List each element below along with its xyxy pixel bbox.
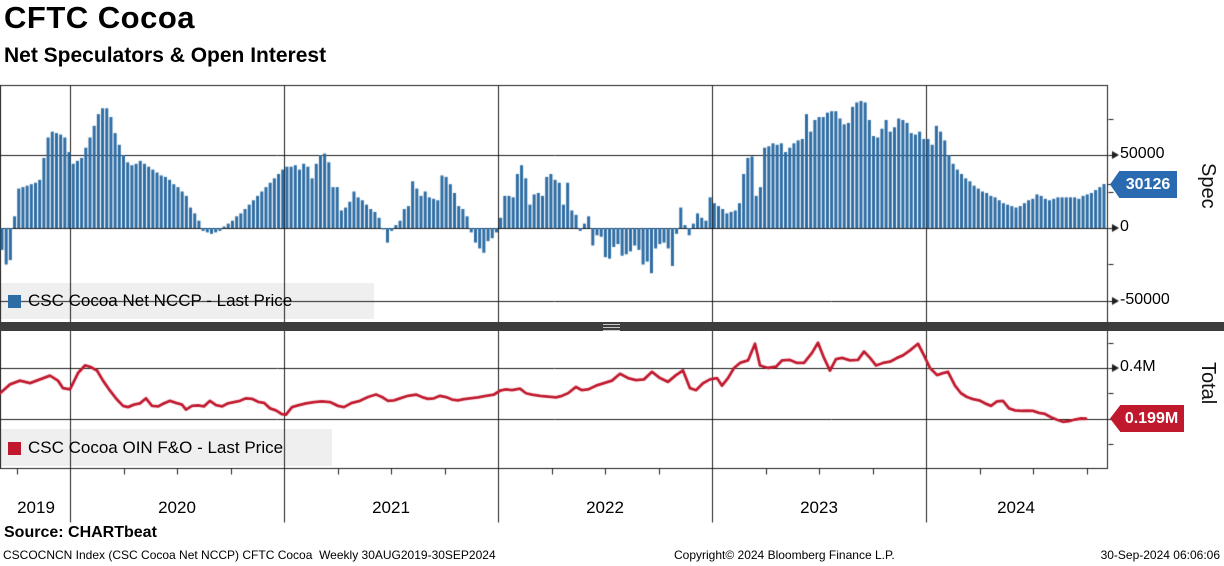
splitter-grip-icon[interactable]: [603, 324, 620, 331]
year-label-2021: 2021: [372, 498, 410, 517]
total-last-price-tag: 0.199M: [1110, 405, 1184, 432]
year-label-2019: 2019: [17, 498, 55, 517]
spec-last-price-tag: 30126: [1110, 171, 1177, 198]
year-label-2020: 2020: [158, 498, 196, 517]
year-label-2023: 2023: [800, 498, 838, 517]
legend-oin-fo[interactable]: CSC Cocoa OIN F&O - Last Price: [8, 438, 283, 458]
legend-net-nccp[interactable]: CSC Cocoa Net NCCP - Last Price: [8, 291, 292, 311]
footer-copyright: Copyright© 2024 Bloomberg Finance L.P.: [674, 548, 895, 562]
spec-axis-tick-50000: 50000: [1120, 145, 1165, 162]
spec-axis-tick-0: 0: [1120, 218, 1129, 235]
panel-splitter[interactable]: [0, 322, 1224, 331]
footer-index-description: CSCOCNCN Index (CSC Cocoa Net NCCP) CFTC…: [3, 548, 496, 562]
footer-datetime: 30-Sep-2024 06:06:06: [1100, 548, 1220, 562]
source-line: Source: CHARTbeat: [4, 524, 157, 541]
blue-series-swatch-icon: [8, 294, 21, 308]
year-label-2024: 2024: [997, 498, 1035, 517]
year-label-2022: 2022: [586, 498, 624, 517]
legend-net-nccp-label: CSC Cocoa Net NCCP - Last Price: [28, 291, 293, 310]
red-series-swatch-icon: [8, 441, 21, 455]
total-axis-tick-04m: 0.4M: [1120, 358, 1156, 375]
spec-axis-title: Spec: [1197, 163, 1219, 209]
spec-axis-tick-neg50000: -50000: [1120, 291, 1170, 308]
legend-oin-fo-label: CSC Cocoa OIN F&O - Last Price: [28, 438, 284, 457]
total-axis-title: Total: [1197, 362, 1219, 405]
